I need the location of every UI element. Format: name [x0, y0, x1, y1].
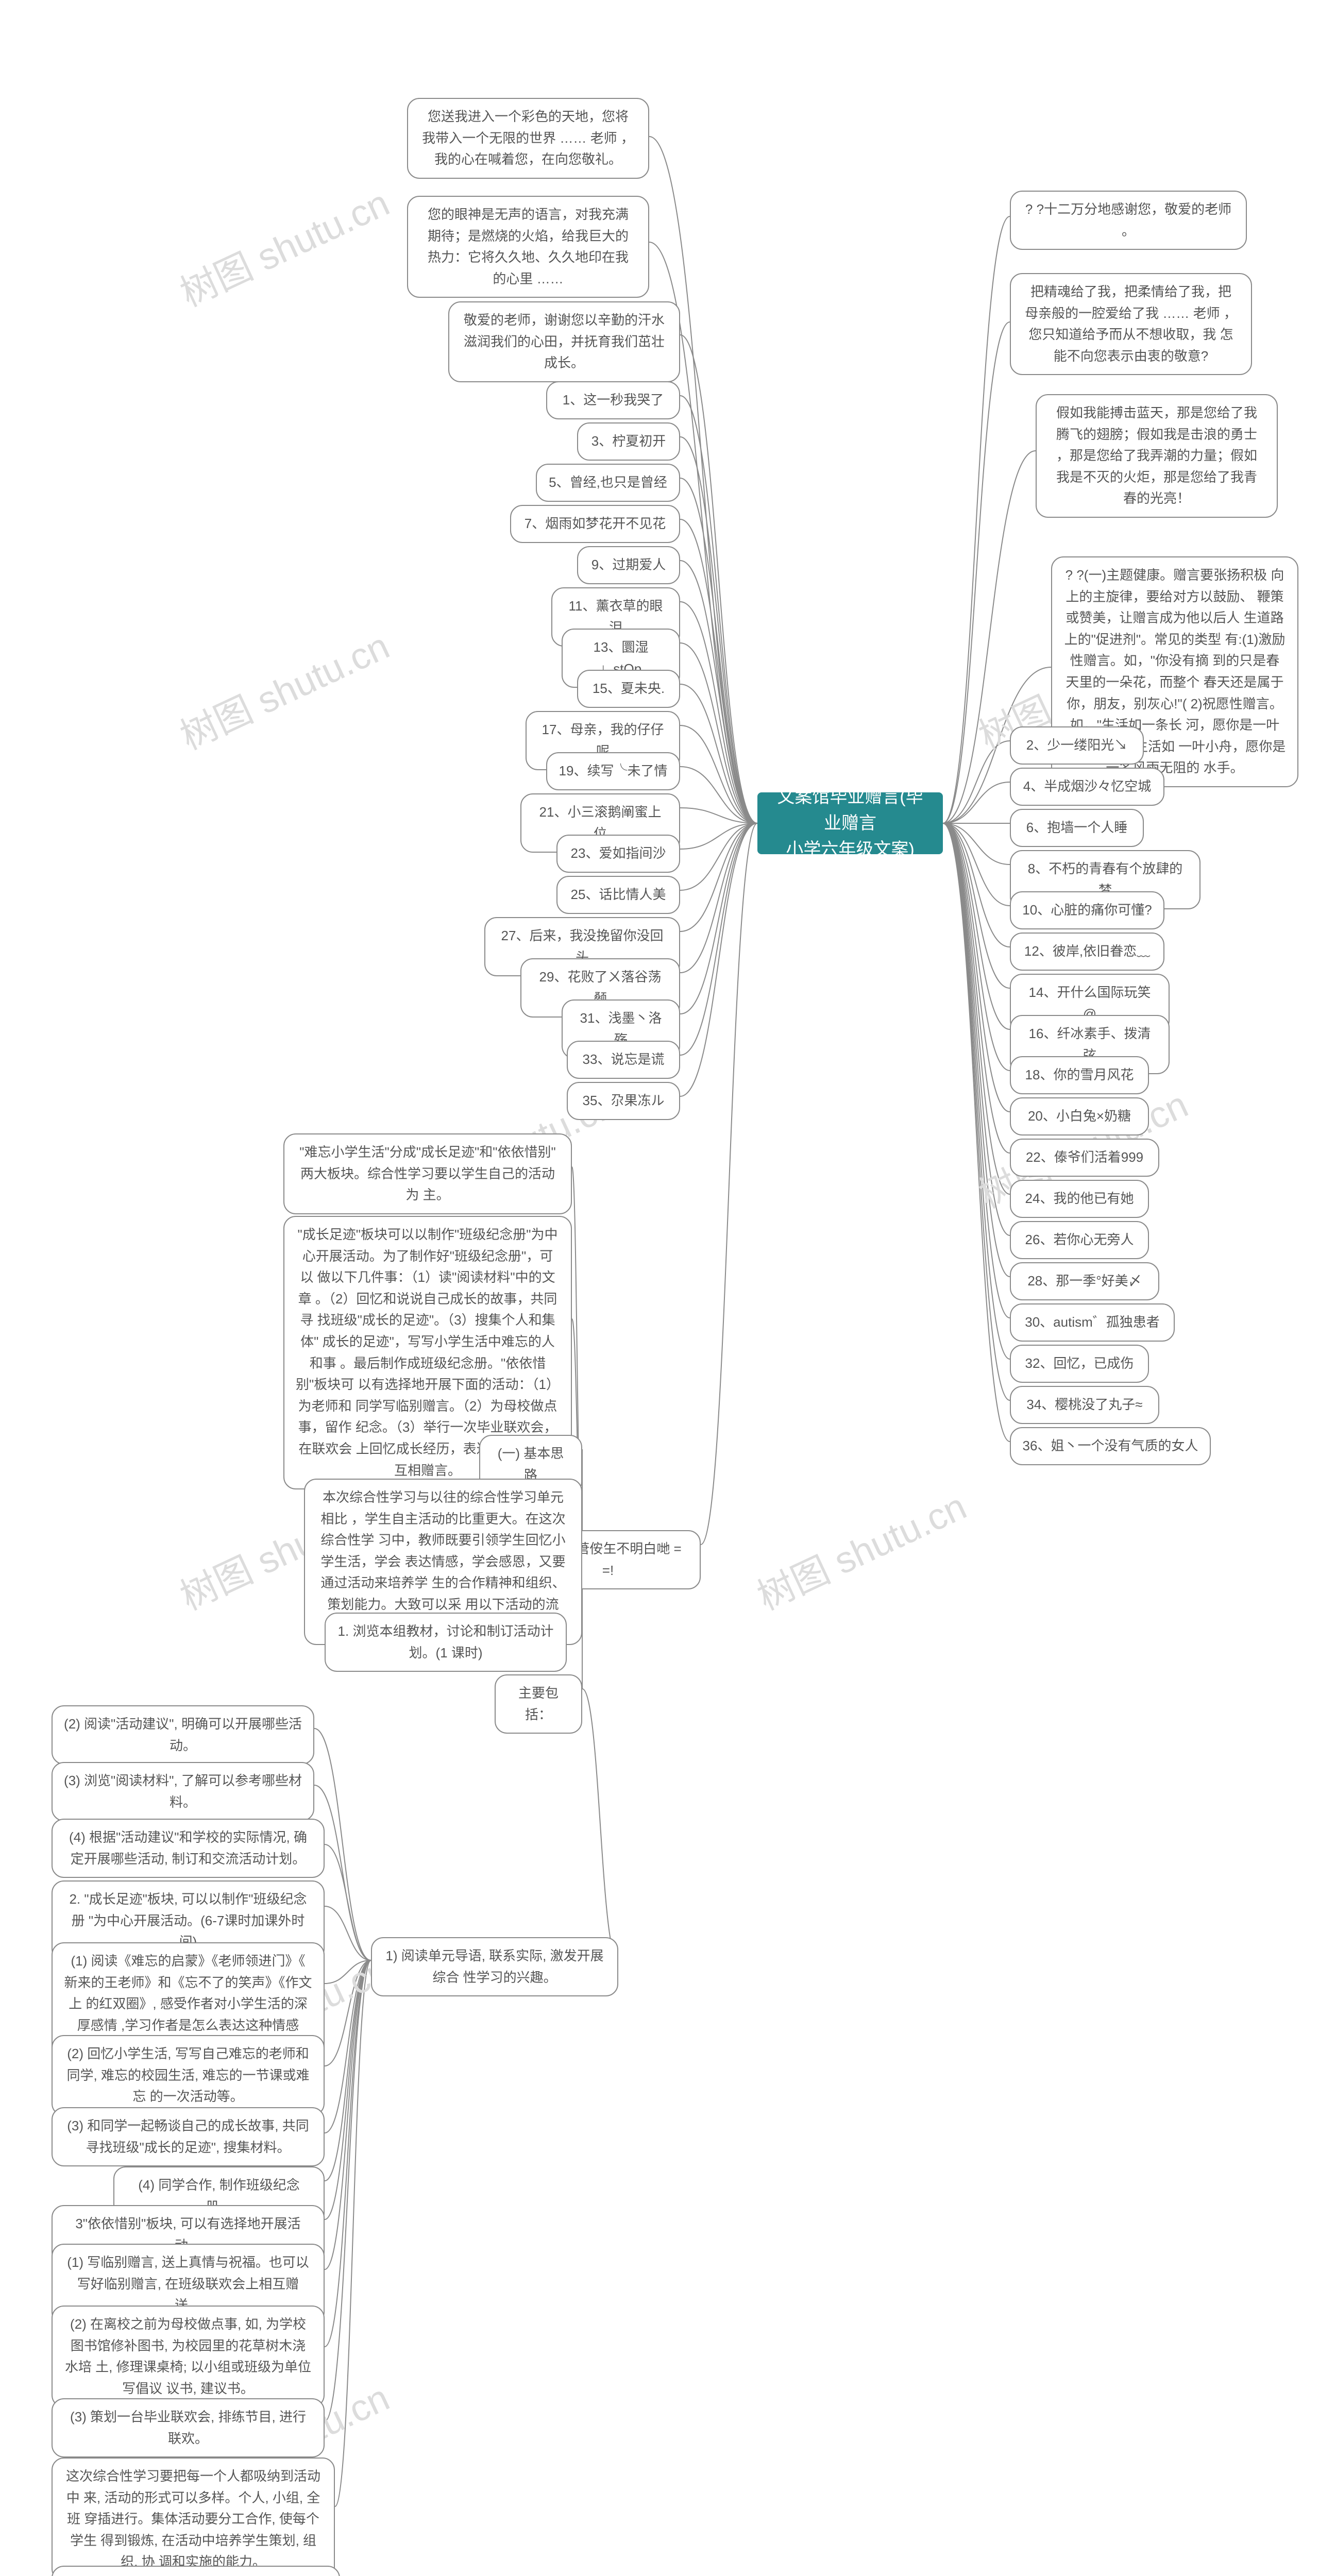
mindmap-node: (2) 回忆小学生活, 写写自己难忘的老师和 同学, 难忘的校园生活, 难忘的一…	[52, 2035, 325, 2116]
mindmap-node: 主要包括：	[495, 1674, 582, 1734]
mindmap-node: 就这样了! O(∩_∩)O~纪念册上可以贴上毕业 照、班级合影、校园风光、班级体…	[52, 2566, 340, 2576]
mindmap-node: 25、话比情人美	[556, 876, 680, 914]
mindmap-node: 30、autism゛孤独患者	[1010, 1303, 1175, 1342]
mindmap-node: 9、过期爱人	[577, 546, 680, 584]
mindmap-node: 32、回忆，已成伤	[1010, 1345, 1149, 1383]
mindmap-node: 1) 阅读单元导语, 联系实际, 激发开展综合 性学习的兴趣。	[371, 1937, 618, 1996]
mindmap-node: 22、傣爷们活着999	[1010, 1139, 1159, 1177]
mindmap-node: 19、续写╰未了情	[546, 752, 680, 790]
mindmap-node: (3) 和同学一起畅谈自己的成长故事, 共同 寻找班级"成长的足迹", 搜集材料…	[52, 2107, 325, 2166]
mindmap-node: 4、半成烟沙々忆空城	[1010, 768, 1164, 806]
mindmap-node: 24、我的他已有她	[1010, 1180, 1149, 1218]
mindmap-node: 这次综合性学习要把每一个人都吸纳到活动中 来, 活动的形式可以多样。个人, 小组…	[52, 2458, 335, 2576]
mindmap-node: (3) 策划一台毕业联欢会, 排练节目, 进行 联欢。	[52, 2398, 325, 2458]
mindmap-node: 36、姐丶一个没有气质的女人	[1010, 1427, 1211, 1465]
mindmap-node: 把精魂给了我，把柔情给了我，把 母亲般的一腔爱给了我 …… 老师 ，您只知道给予…	[1010, 273, 1252, 375]
mindmap-node: 33、说忘是谎	[567, 1041, 680, 1079]
mindmap-node: 26、若你心无旁人	[1010, 1221, 1149, 1259]
mindmap-node: 7、烟雨如梦花开不见花	[510, 505, 680, 543]
mindmap-node: 12、彼岸,依旧眷恋﹏	[1010, 933, 1164, 971]
mindmap-node: 6、抱墙一个人睡	[1010, 809, 1144, 847]
mindmap-node: ? ?十二万分地感谢您，敬爱的老师 。	[1010, 191, 1247, 250]
watermark: 树图 shutu.cn	[747, 1477, 974, 1621]
mindmap-node: 假如我能搏击蓝天，那是您给了我 腾飞的翅膀；假如我是击浪的勇士 ，那是您给了我弄…	[1036, 394, 1278, 518]
center-node: 文案馆毕业赠言(毕业赠言小学六年级文案)	[757, 792, 943, 854]
mindmap-node: (2) 在离校之前为母校做点事, 如, 为学校 图书馆修补图书, 为校园里的花草…	[52, 2306, 325, 2408]
mindmap-node: 5、曾经,也只是曾经	[536, 464, 680, 502]
watermark: 树图 shutu.cn	[170, 616, 397, 760]
mindmap-node: 2、少一缕阳光↘	[1010, 726, 1144, 765]
watermark: 树图 shutu.cn	[170, 173, 397, 317]
mindmap-canvas: 树图 shutu.cn树图 shutu.cn树图 shutu.cn树图 shut…	[0, 0, 1319, 2552]
mindmap-node: (3) 浏览"阅读材料", 了解可以参考哪些材 料。	[52, 1762, 314, 1821]
mindmap-node: 34、樱桃没了丸子≈	[1010, 1386, 1159, 1424]
mindmap-node: 3、柠夏初开	[577, 422, 680, 461]
mindmap-node: 35、尕果冻ル	[567, 1082, 680, 1120]
mindmap-node: (2) 阅读"活动建议", 明确可以开展哪些活 动。	[52, 1705, 314, 1765]
mindmap-node: 20、小白兔×奶糖	[1010, 1097, 1149, 1136]
mindmap-node: (4) 根据"活动建议"和学校的实际情况, 确 定开展哪些活动, 制订和交流活动…	[52, 1819, 325, 1878]
mindmap-node: 18、你的雪月风花	[1010, 1056, 1149, 1094]
mindmap-node: 28、那一季°好美〆	[1010, 1262, 1159, 1300]
mindmap-node: 15、夏未央.	[577, 670, 680, 708]
mindmap-node: "难忘小学生活"分成"成长足迹"和"依依惜别" 两大板块。综合性学习要以学生自己…	[283, 1133, 572, 1214]
mindmap-node: 1、这一秒我哭了	[546, 381, 680, 419]
mindmap-node: 您的眼神是无声的语言，对我充满 期待；是燃烧的火焰，给我巨大的 热力：它将久久地…	[407, 196, 649, 298]
mindmap-node: 1. 浏览本组教材，讨论和制订活动计划。(1 课时)	[325, 1613, 567, 1672]
mindmap-node: 您送我进入一个彩色的天地，您将 我带入一个无限的世界 …… 老师 ，我的心在喊着…	[407, 98, 649, 179]
mindmap-node: 23、爱如指间沙	[556, 835, 680, 873]
mindmap-node: 敬爱的老师，谢谢您以辛勤的汗水 滋润我们的心田，并抚育我们茁壮 成长。	[448, 301, 680, 382]
mindmap-node: 10、心脏的痛你可懂?	[1010, 891, 1164, 929]
